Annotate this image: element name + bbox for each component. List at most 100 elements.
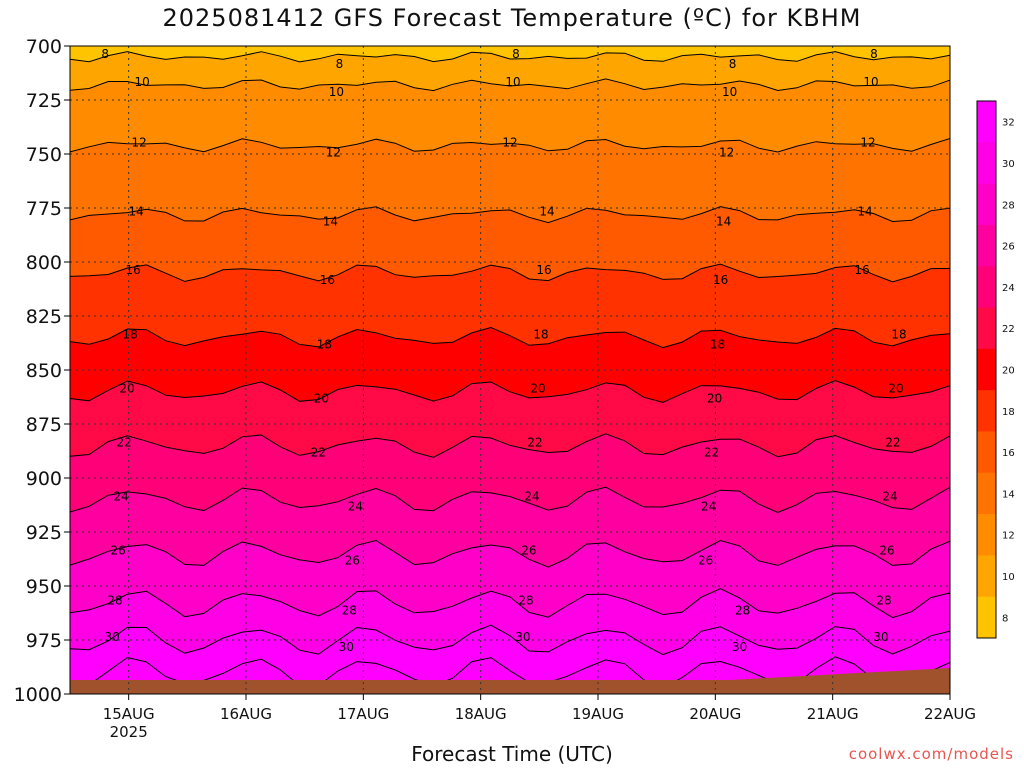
y-tick-label: 725 — [26, 90, 62, 112]
contour-label-30: 30 — [732, 640, 747, 654]
colorbar-tick-label: 16 — [1002, 448, 1015, 459]
y-tick-label: 700 — [26, 36, 62, 58]
contour-label-28: 28 — [518, 593, 533, 607]
contour-label-30: 30 — [515, 630, 530, 644]
colorbar-swatch — [977, 431, 996, 474]
colorbar-swatch — [977, 307, 996, 350]
y-tick-label: 1000 — [14, 684, 62, 706]
contour-label-24: 24 — [524, 490, 539, 504]
contour-label-14: 14 — [129, 204, 144, 218]
contour-labels: 8 8 8 8 8 10 10 10 10 10 12 12 12 12 12 14 14 14 14 14 16 16 1… — [101, 47, 906, 654]
y-axis: 700 725 750 775 800 825 850 875 900 925 950 975 1000 — [14, 36, 70, 706]
contour-label-26: 26 — [698, 554, 713, 568]
credit-text: coolwx.com/models — [848, 745, 1014, 763]
colorbar-tick-label: 30 — [1002, 159, 1015, 170]
colorbar-tick-label: 26 — [1002, 242, 1015, 253]
contour-label-22: 22 — [527, 436, 542, 450]
contour-label-28: 28 — [876, 593, 891, 607]
contour-label-16: 16 — [713, 273, 728, 287]
colorbar-swatch — [977, 224, 996, 267]
contour-label-24: 24 — [114, 490, 129, 504]
contour-label-8: 8 — [101, 47, 109, 61]
x-tick-label: 17AUG — [337, 705, 389, 723]
contour-label-28: 28 — [108, 593, 123, 607]
contour-label-12: 12 — [326, 145, 341, 159]
contour-label-20: 20 — [314, 392, 329, 406]
colorbar-swatch — [977, 101, 996, 143]
contour-label-28: 28 — [342, 603, 357, 617]
contour-label-16: 16 — [126, 263, 141, 277]
contour-label-28: 28 — [735, 603, 750, 617]
y-tick-label: 950 — [26, 576, 62, 598]
contour-label-12: 12 — [860, 135, 875, 149]
x-tick-label: 22AUG — [924, 705, 976, 723]
contour-label-26: 26 — [345, 554, 360, 568]
x-tick-label: 21AUG — [807, 705, 859, 723]
contour-label-18: 18 — [123, 328, 138, 342]
contour-label-22: 22 — [117, 436, 132, 450]
y-tick-label: 925 — [26, 522, 62, 544]
y-tick-label: 825 — [26, 306, 62, 328]
x-tick-label: 19AUG — [572, 705, 624, 723]
colorbar: 8 10 12 14 16 18 20 22 24 26 28 30 32 — [976, 100, 1015, 639]
contour-label-8: 8 — [336, 57, 344, 71]
colorbar-swatch — [977, 555, 996, 598]
colorbar-tick-label: 10 — [1002, 572, 1015, 583]
contour-label-18: 18 — [533, 328, 548, 342]
contour-label-18: 18 — [317, 338, 332, 352]
contour-label-24: 24 — [882, 490, 897, 504]
y-tick-label: 850 — [26, 360, 62, 382]
colorbar-frame — [976, 100, 997, 639]
contour-label-8: 8 — [512, 47, 520, 61]
contour-label-10: 10 — [135, 75, 150, 89]
contour-label-12: 12 — [132, 135, 147, 149]
y-tick-label: 775 — [26, 198, 62, 220]
x-axis-label: Forecast Time (UTC) — [411, 742, 613, 766]
ground-fill — [70, 668, 950, 694]
colorbar-tick-label: 24 — [1002, 283, 1015, 294]
y-tick-label: 750 — [26, 144, 62, 166]
contour-label-20: 20 — [120, 382, 135, 396]
colorbar-swatch — [977, 472, 996, 515]
x-tick-label: 16AUG — [220, 705, 272, 723]
contour-label-20: 20 — [530, 382, 545, 396]
contour-label-20: 20 — [707, 392, 722, 406]
contour-label-14: 14 — [716, 214, 731, 228]
x-tick-label: 18AUG — [455, 705, 507, 723]
x-tick-label: 20AUG — [689, 705, 741, 723]
contour-label-14: 14 — [323, 214, 338, 228]
contour-label-18: 18 — [710, 338, 725, 352]
contour-label-8: 8 — [870, 47, 878, 61]
colorbar-tick-label: 14 — [1002, 489, 1015, 500]
y-tick-label: 975 — [26, 630, 62, 652]
ground-surface — [70, 668, 950, 694]
contour-label-18: 18 — [891, 328, 906, 342]
contour-label-16: 16 — [536, 263, 551, 277]
contour-label-26: 26 — [111, 544, 126, 558]
colorbar-swatch — [977, 514, 996, 556]
contour-label-22: 22 — [885, 436, 900, 450]
x-tick-label: 15AUG — [103, 705, 155, 723]
contour-label-8: 8 — [729, 57, 737, 71]
contour-label-16: 16 — [854, 263, 869, 277]
colorbar-swatch — [977, 183, 996, 226]
contour-label-26: 26 — [521, 544, 536, 558]
contour-label-14: 14 — [857, 204, 872, 218]
colorbar-tick-label: 18 — [1002, 407, 1015, 418]
x-year-label: 2025 — [110, 723, 148, 741]
contour-label-30: 30 — [339, 640, 354, 654]
contour-label-24: 24 — [701, 500, 716, 514]
y-tick-label: 800 — [26, 252, 62, 274]
contour-label-12: 12 — [502, 135, 517, 149]
colorbar-tick-label: 20 — [1002, 366, 1015, 377]
colorbar-tick-label: 8 — [1002, 613, 1008, 624]
contour-label-22: 22 — [704, 446, 719, 460]
chart-title: 2025081412 GFS Forecast Temperature (ºC)… — [162, 4, 862, 32]
contour-label-26: 26 — [879, 544, 894, 558]
y-tick-label: 875 — [26, 414, 62, 436]
colorbar-tick-label: 12 — [1002, 531, 1015, 542]
contour-label-10: 10 — [722, 85, 737, 99]
contour-label-14: 14 — [539, 204, 554, 218]
